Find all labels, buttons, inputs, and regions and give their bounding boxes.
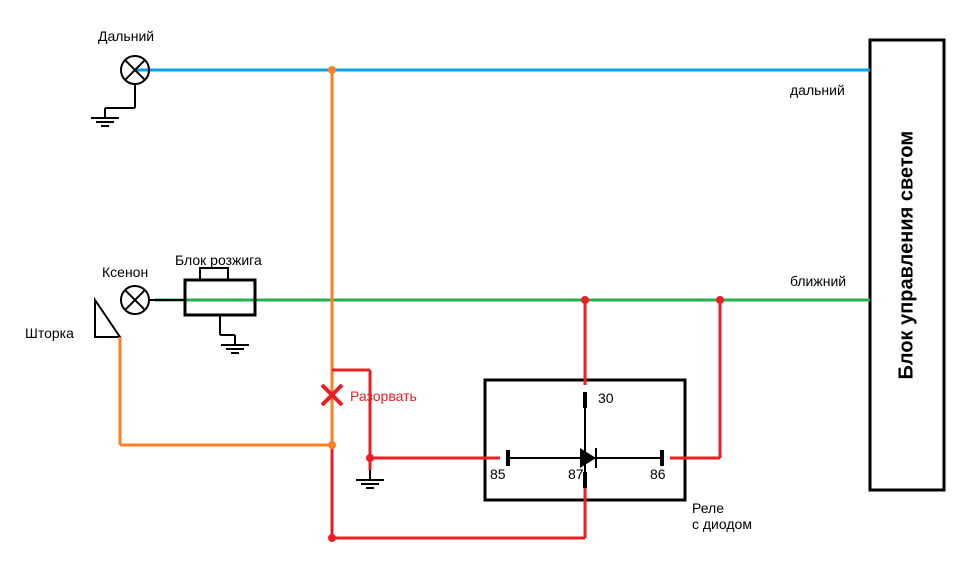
- diagram-stage: Дальний дальний ближний Ксенон Блок розж…: [0, 0, 959, 568]
- label-high-beam-title: Дальний: [98, 28, 154, 44]
- label-pin30: 30: [598, 390, 614, 406]
- label-relay: Реле с диодом: [692, 500, 752, 532]
- label-break: Разорвать: [350, 388, 417, 404]
- label-ballast: Блок розжига: [175, 252, 262, 268]
- label-low-beam-line: ближний: [790, 273, 846, 289]
- label-pin85: 85: [490, 466, 506, 482]
- label-high-beam-line: дальний: [790, 82, 845, 98]
- label-pin86: 86: [650, 466, 666, 482]
- label-xenon: Ксенон: [102, 264, 148, 280]
- label-shutter: Шторка: [25, 325, 74, 341]
- label-control-block: Блок управления светом: [896, 140, 919, 380]
- label-pin87: 87: [568, 466, 584, 482]
